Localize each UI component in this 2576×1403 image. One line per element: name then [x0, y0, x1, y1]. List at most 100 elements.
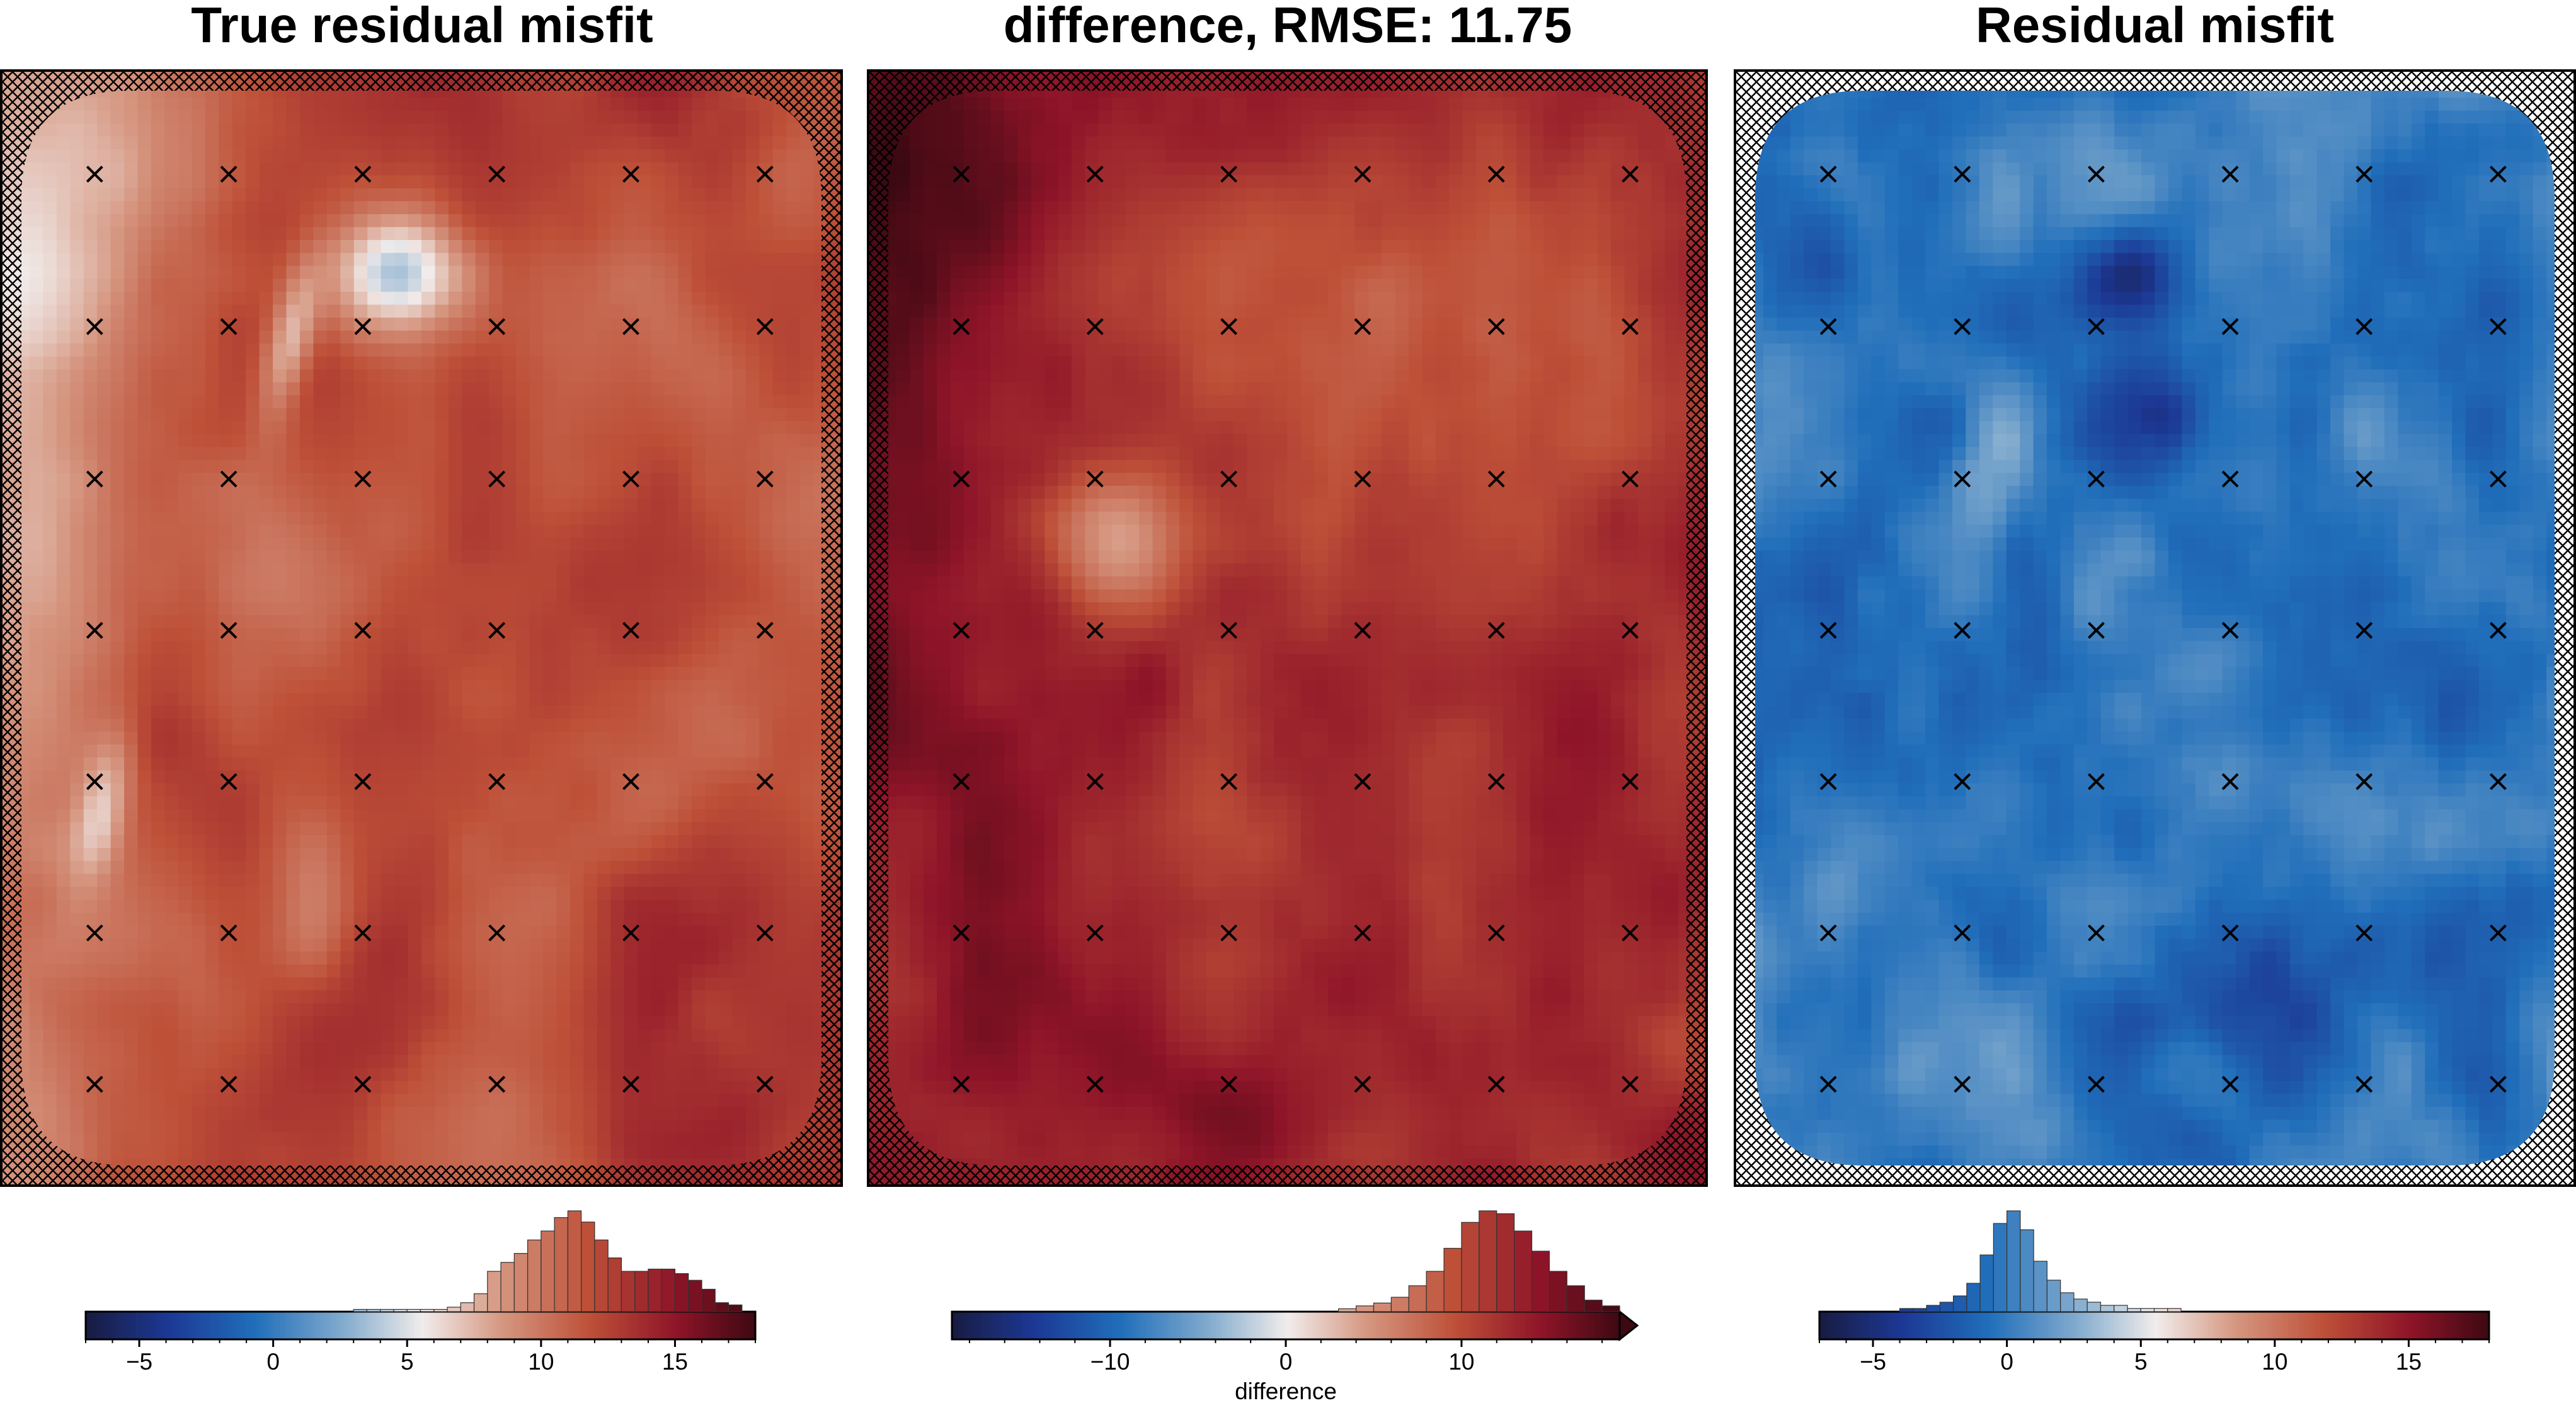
heatmap-cell — [556, 654, 571, 668]
heatmap-cell — [408, 498, 422, 512]
heatmap-cell — [29, 1029, 43, 1043]
heatmap-cell — [462, 563, 476, 577]
heatmap-cell — [326, 809, 341, 823]
heatmap-cell — [219, 796, 233, 810]
heatmap-cell — [448, 266, 462, 280]
heatmap-cell — [43, 188, 57, 202]
heatmap-cell — [732, 369, 747, 383]
heatmap-cell — [448, 472, 462, 486]
heatmap-cell — [219, 356, 233, 370]
heatmap-cell — [326, 227, 341, 241]
heatmap-cell — [29, 770, 43, 784]
heatmap-cell — [570, 602, 585, 616]
heatmap-cell — [624, 757, 638, 771]
heatmap-cell — [638, 628, 652, 642]
heatmap-cell — [408, 395, 422, 409]
heatmap-cell — [259, 318, 273, 331]
heatmap-cell — [786, 628, 801, 642]
heatmap-cell — [353, 589, 368, 603]
heatmap-cell — [56, 900, 71, 913]
heatmap-cell — [313, 886, 328, 900]
heatmap-cell — [43, 744, 57, 758]
heatmap-cell — [178, 175, 192, 189]
heatmap-cell — [178, 278, 192, 292]
heatmap-cell — [597, 744, 611, 758]
heatmap-cell — [529, 1080, 544, 1094]
heatmap-cell — [462, 214, 476, 228]
heatmap-cell — [665, 706, 679, 719]
heatmap-cell — [83, 433, 98, 448]
heatmap-cell — [435, 1042, 449, 1056]
heatmap-cell — [651, 266, 665, 280]
heatmap-cell — [97, 886, 112, 900]
heatmap-cell — [570, 421, 585, 435]
heatmap-cell — [178, 123, 192, 137]
heatmap-cell — [43, 395, 57, 409]
heatmap-cell — [799, 628, 814, 642]
heatmap-cell — [110, 977, 125, 991]
heatmap-cell — [394, 201, 409, 215]
heatmap-cell — [624, 951, 638, 965]
heatmap-cell — [543, 809, 558, 823]
heatmap-cell — [610, 369, 625, 383]
heatmap-cell — [83, 886, 98, 900]
heatmap-cell — [137, 951, 152, 965]
heatmap-cell — [678, 964, 692, 978]
heatmap-cell — [367, 667, 382, 680]
heatmap-cell — [408, 615, 422, 629]
heatmap-cell — [745, 1016, 760, 1030]
heatmap-cell — [745, 757, 760, 771]
heatmap-cell — [475, 589, 489, 603]
heatmap-cell — [381, 356, 395, 370]
heatmap-cell — [475, 266, 489, 280]
heatmap-cell — [394, 576, 409, 590]
heatmap-cell — [313, 744, 328, 758]
heatmap-cell — [299, 925, 314, 939]
heatmap-cell — [772, 227, 787, 241]
heatmap-cell — [435, 292, 449, 306]
heatmap-cell — [583, 900, 598, 913]
heatmap-cell — [137, 201, 152, 215]
heatmap-cell — [29, 796, 43, 810]
heatmap-cell — [70, 447, 84, 461]
heatmap-cell — [353, 537, 368, 551]
heatmap-cell — [29, 149, 43, 163]
heatmap-cell — [137, 136, 152, 150]
heatmap-cell — [205, 1029, 219, 1043]
heatmap-cell — [529, 1016, 544, 1030]
heatmap-cell — [624, 744, 638, 758]
heatmap-cell — [516, 589, 530, 603]
heatmap-cell — [732, 602, 747, 616]
heatmap-cell — [124, 809, 139, 823]
heatmap-cell — [543, 900, 558, 913]
heatmap-cell — [610, 460, 625, 474]
heatmap-cell — [570, 98, 585, 112]
heatmap-cell — [570, 654, 585, 668]
heatmap-cell — [556, 498, 571, 512]
heatmap-cell — [110, 292, 125, 306]
heatmap-cell — [43, 278, 57, 292]
heatmap-cell — [745, 1029, 760, 1043]
heatmap-cell — [624, 718, 638, 732]
heatmap-cell — [489, 757, 503, 771]
heatmap-cell — [651, 602, 665, 616]
heatmap-cell — [570, 266, 585, 280]
heatmap-cell — [570, 550, 585, 564]
heatmap-cell — [299, 1068, 314, 1082]
heatmap-cell — [299, 1016, 314, 1030]
heatmap-cell — [732, 589, 747, 603]
heatmap-cell — [151, 162, 166, 176]
heatmap-cell — [273, 938, 287, 952]
heatmap-cell — [638, 227, 652, 241]
heatmap-cell — [83, 123, 98, 137]
heatmap-cell — [29, 136, 43, 150]
heatmap-cell — [219, 408, 233, 422]
heatmap-cell — [29, 602, 43, 616]
heatmap-cell — [421, 1029, 436, 1043]
heatmap-cell — [624, 110, 638, 124]
heatmap-cell — [259, 977, 273, 991]
heatmap-cell — [259, 783, 273, 797]
heatmap-cell — [205, 408, 219, 422]
heatmap-cell — [408, 692, 422, 706]
heatmap-cell — [367, 706, 382, 719]
